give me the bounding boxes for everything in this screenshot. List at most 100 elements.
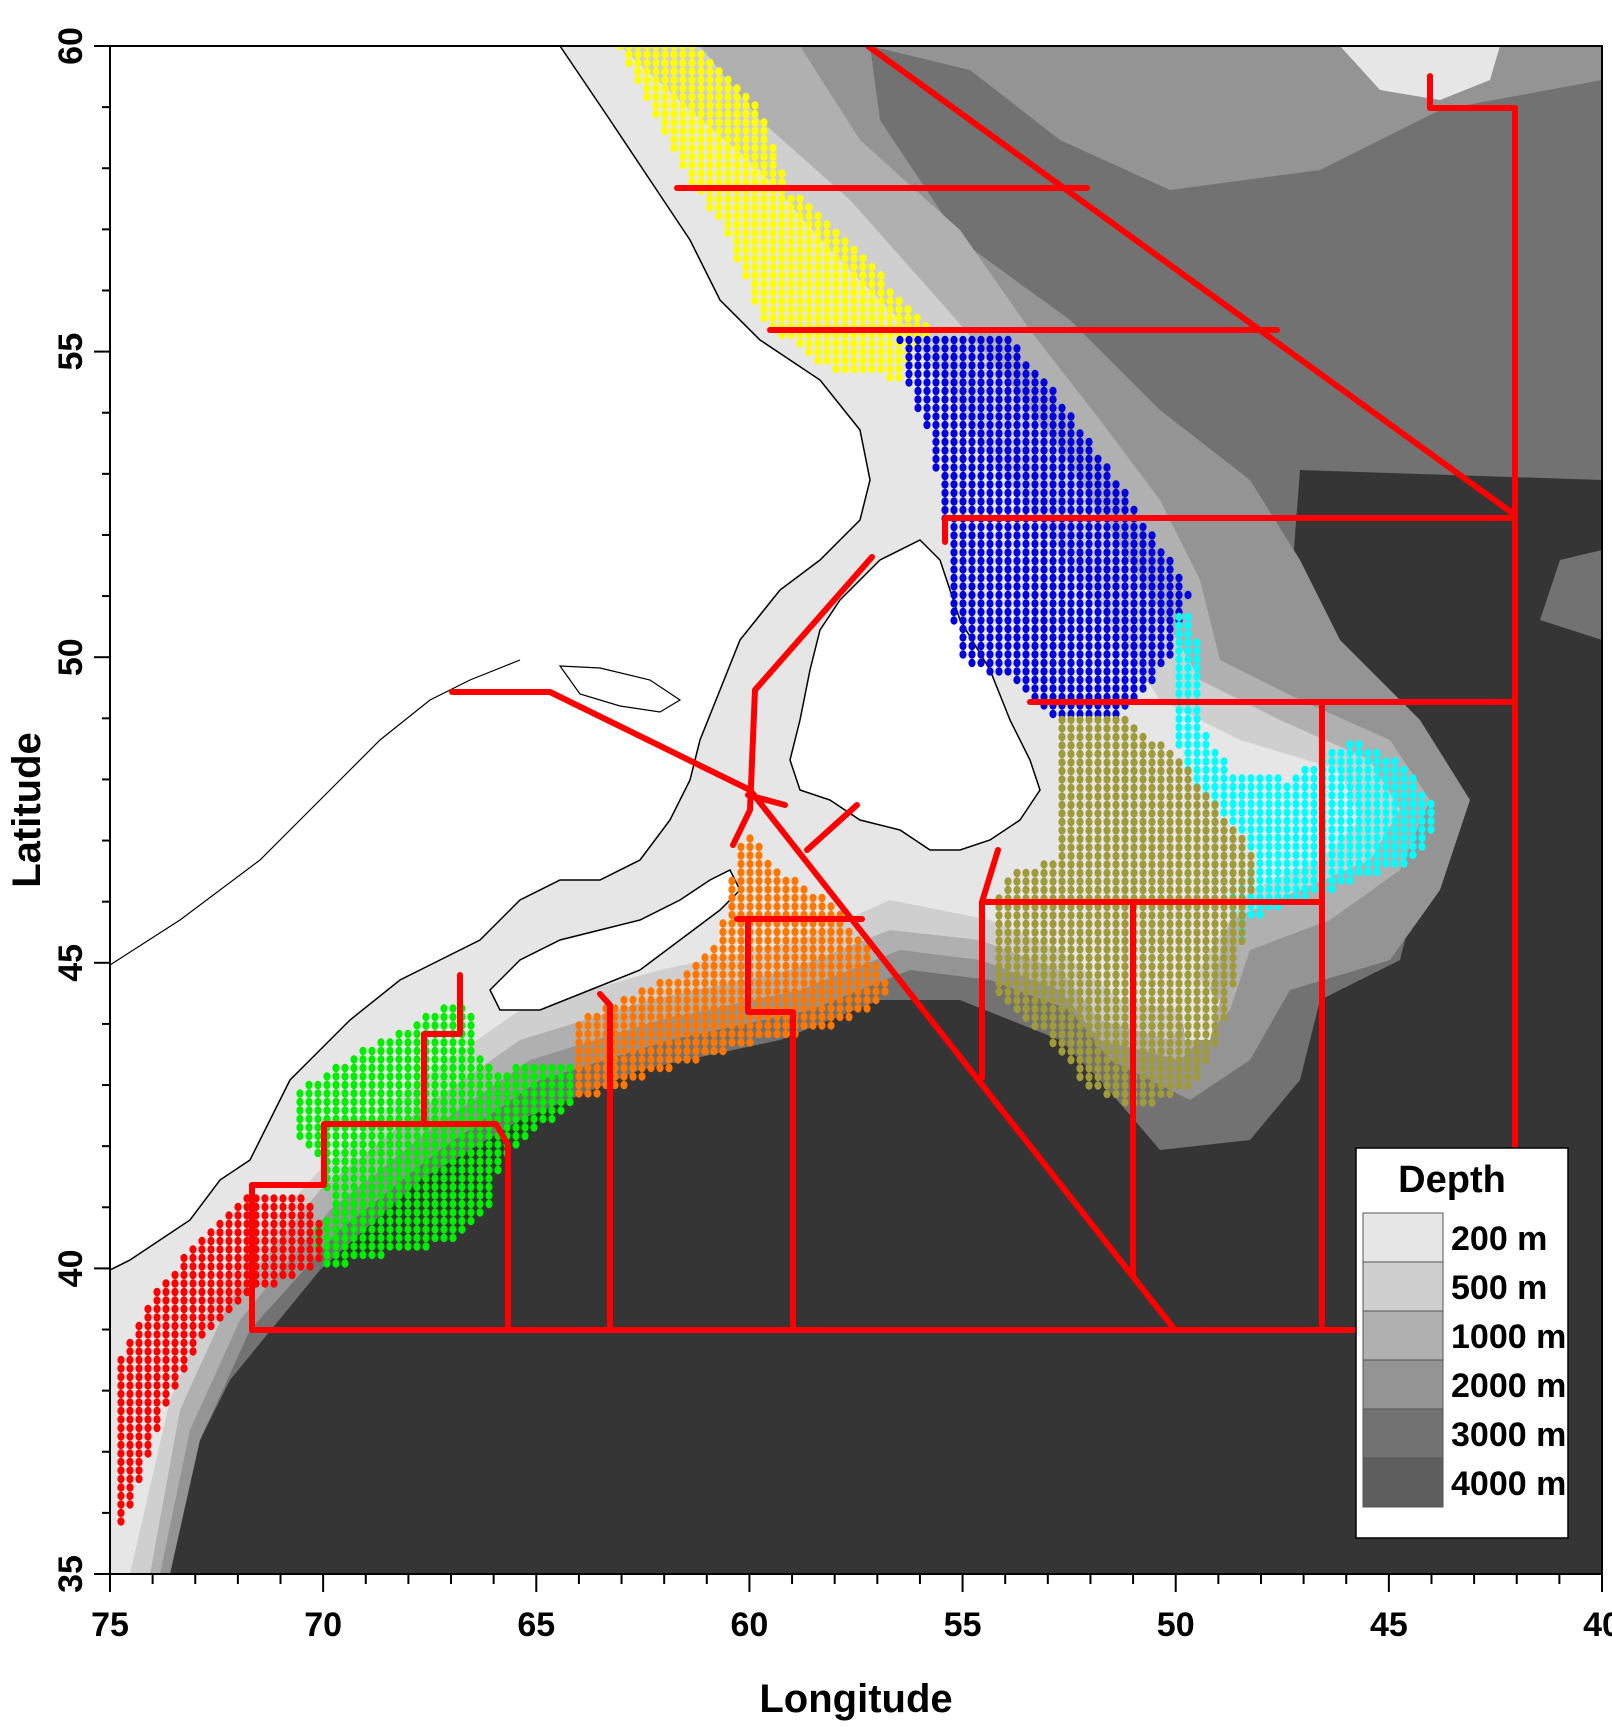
sampling-point bbox=[959, 378, 967, 387]
sampling-point bbox=[986, 446, 994, 455]
sampling-point bbox=[1067, 979, 1075, 988]
sampling-point bbox=[386, 1216, 394, 1226]
sampling-point bbox=[764, 927, 772, 937]
legend-swatch bbox=[1362, 1261, 1444, 1312]
sampling-point bbox=[1211, 877, 1219, 886]
sampling-point bbox=[1022, 539, 1030, 549]
sampling-point bbox=[760, 305, 768, 314]
sampling-point bbox=[1193, 792, 1201, 801]
sampling-point bbox=[850, 245, 858, 255]
sampling-point bbox=[941, 437, 949, 447]
sampling-point bbox=[877, 313, 885, 323]
sampling-point bbox=[1031, 582, 1039, 591]
sampling-point bbox=[1301, 867, 1309, 877]
sampling-point bbox=[800, 1004, 808, 1013]
sampling-point bbox=[1067, 851, 1075, 861]
sampling-point bbox=[832, 262, 840, 272]
sampling-point bbox=[1094, 860, 1102, 869]
sampling-point bbox=[932, 378, 940, 387]
sampling-point bbox=[1067, 624, 1075, 634]
sampling-point bbox=[1049, 928, 1057, 937]
sampling-point bbox=[1022, 599, 1030, 608]
sampling-point bbox=[800, 944, 808, 954]
sampling-point bbox=[1310, 850, 1318, 860]
sampling-point bbox=[485, 1131, 493, 1141]
sampling-point bbox=[1076, 758, 1084, 767]
sampling-point bbox=[1040, 454, 1048, 464]
sampling-point bbox=[1094, 1021, 1102, 1031]
sampling-point bbox=[845, 927, 853, 937]
sampling-point bbox=[279, 1219, 287, 1229]
sampling-point bbox=[692, 987, 700, 996]
sampling-point bbox=[742, 203, 750, 212]
sampling-point bbox=[697, 109, 705, 119]
sampling-point bbox=[332, 1106, 340, 1115]
sampling-point bbox=[868, 279, 876, 289]
sampling-point bbox=[1004, 979, 1012, 988]
sampling-point bbox=[751, 271, 759, 280]
sampling-point bbox=[805, 288, 813, 297]
sampling-point bbox=[153, 1415, 161, 1424]
sampling-point bbox=[1031, 911, 1039, 920]
sampling-point bbox=[1022, 556, 1030, 566]
sampling-point bbox=[995, 395, 1003, 404]
sampling-point bbox=[1085, 616, 1093, 625]
sampling-point bbox=[1166, 556, 1174, 566]
sampling-point bbox=[1076, 556, 1084, 566]
sampling-point bbox=[1157, 1055, 1165, 1065]
sampling-point bbox=[350, 1225, 358, 1234]
sampling-point bbox=[261, 1270, 269, 1280]
sampling-point bbox=[1211, 919, 1219, 929]
sampling-point bbox=[1355, 740, 1363, 749]
sampling-point bbox=[724, 211, 732, 221]
sampling-point bbox=[413, 1165, 421, 1175]
sampling-point bbox=[805, 245, 813, 255]
sampling-point bbox=[941, 420, 949, 430]
sampling-point bbox=[1157, 573, 1165, 583]
sampling-point bbox=[1175, 885, 1183, 895]
sampling-point bbox=[638, 1063, 646, 1073]
sampling-point bbox=[1409, 850, 1417, 860]
sampling-point bbox=[1220, 911, 1228, 920]
sampling-point bbox=[1112, 919, 1120, 929]
sampling-point bbox=[959, 624, 967, 634]
sampling-point bbox=[1112, 1055, 1120, 1065]
sampling-point bbox=[1049, 573, 1057, 583]
sampling-point bbox=[1076, 809, 1084, 818]
sampling-point bbox=[332, 1131, 340, 1141]
sampling-point bbox=[769, 177, 777, 187]
sampling-point bbox=[941, 505, 949, 515]
sampling-point bbox=[692, 970, 700, 979]
sampling-point bbox=[977, 658, 985, 668]
sampling-point bbox=[791, 902, 799, 911]
sampling-point bbox=[995, 403, 1003, 413]
sampling-point bbox=[1022, 996, 1030, 1005]
sampling-point bbox=[941, 352, 949, 362]
sampling-point bbox=[225, 1245, 233, 1254]
sampling-point bbox=[1121, 1004, 1129, 1014]
coast-st-lawrence bbox=[110, 659, 521, 966]
sampling-point bbox=[1157, 582, 1165, 591]
sampling-point bbox=[1031, 590, 1039, 600]
sampling-point bbox=[986, 480, 994, 489]
sampling-point bbox=[670, 84, 678, 93]
sampling-point bbox=[1184, 775, 1192, 784]
sampling-point bbox=[1373, 757, 1381, 766]
sampling-point bbox=[1184, 996, 1192, 1005]
sampling-point bbox=[1193, 911, 1201, 920]
sampling-point bbox=[440, 1157, 448, 1166]
sampling-point bbox=[1058, 675, 1066, 685]
sampling-point bbox=[350, 1165, 358, 1175]
sampling-point bbox=[1031, 868, 1039, 878]
sampling-point bbox=[386, 1157, 394, 1166]
sampling-point bbox=[800, 893, 808, 903]
sampling-point bbox=[1040, 641, 1048, 651]
sampling-point bbox=[647, 1029, 655, 1039]
sampling-point bbox=[1364, 808, 1372, 817]
sampling-point bbox=[913, 313, 921, 323]
sampling-point bbox=[706, 101, 714, 110]
sampling-point bbox=[1112, 715, 1120, 725]
sampling-point bbox=[809, 1004, 817, 1013]
sampling-point bbox=[1067, 817, 1075, 827]
sampling-point bbox=[832, 305, 840, 314]
